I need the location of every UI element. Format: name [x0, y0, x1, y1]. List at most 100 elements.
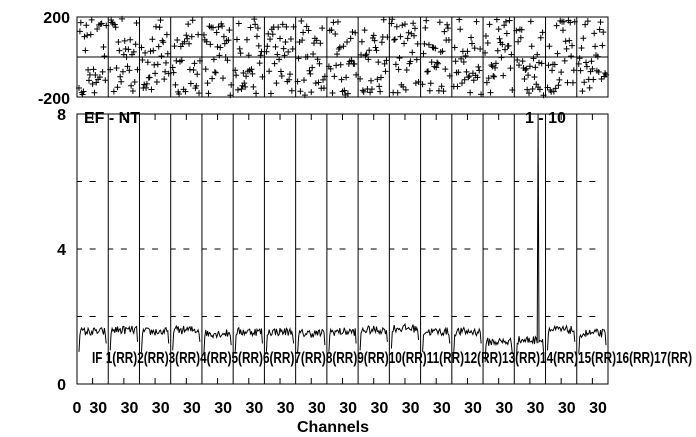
phase-point [467, 89, 474, 96]
phase-point [461, 76, 468, 83]
phase-point [496, 35, 503, 42]
amplitude-xtick-label: 30 [214, 400, 232, 417]
phase-point [186, 66, 193, 73]
phase-point [395, 66, 402, 73]
phase-point [210, 56, 217, 63]
phase-point [348, 57, 355, 64]
phase-point [210, 24, 217, 31]
phase-point [446, 72, 453, 79]
phase-point [368, 86, 375, 93]
phase-point [365, 56, 372, 63]
phase-point [126, 67, 133, 74]
phase-point [238, 85, 245, 92]
phase-point [444, 21, 451, 28]
phase-point [266, 68, 273, 75]
amplitude-xtick-label: 30 [370, 400, 388, 417]
phase-point [600, 29, 607, 36]
phase-point [232, 67, 239, 74]
phase-point [561, 57, 568, 64]
phase-point [80, 88, 87, 95]
phase-point [569, 79, 576, 86]
phase-point [378, 39, 385, 46]
phase-point [250, 83, 257, 90]
phase-point [319, 25, 326, 32]
phase-point [507, 65, 514, 72]
phase-point [190, 67, 197, 74]
amplitude-xtick-label: 30 [339, 400, 357, 417]
phase-point [338, 76, 345, 83]
phase-point [341, 87, 348, 94]
phase-point [272, 43, 279, 50]
phase-point [594, 53, 601, 60]
phase-point [368, 77, 375, 84]
phase-point [428, 59, 435, 66]
phase-point [321, 73, 328, 80]
phase-point [535, 59, 542, 66]
phase-point [224, 57, 231, 64]
phase-point [220, 33, 227, 40]
phase-point [143, 80, 150, 87]
phase-point [597, 19, 604, 26]
phase-point [119, 68, 126, 75]
phase-point [584, 18, 591, 25]
phase-point [509, 86, 516, 93]
phase-point [317, 40, 324, 47]
phase-point [328, 27, 335, 34]
phase-point [304, 53, 311, 60]
phase-point [343, 74, 350, 81]
phase-point [220, 75, 227, 82]
phase-point [99, 68, 106, 75]
phase-point [149, 36, 156, 43]
phase-point [404, 35, 411, 42]
phase-point [156, 24, 163, 31]
phase-point [256, 60, 263, 67]
amplitude-xtick-labels: 0 30 30 30 30 30 30 30 30 30 30 30 30 30 30 30 30 30 [73, 400, 607, 417]
phase-point [152, 23, 159, 30]
amplitude-title-left: EF - NT [84, 110, 140, 127]
phase-point [130, 48, 137, 55]
phase-point [280, 45, 287, 52]
phase-point [409, 49, 416, 56]
phase-point [329, 90, 336, 97]
phase-point [558, 69, 565, 76]
phase-point [227, 92, 234, 99]
phase-point [538, 60, 545, 67]
phase-point [207, 41, 214, 48]
phase-point [397, 33, 404, 40]
amplitude-ytick-label: 8 [57, 107, 66, 124]
phase-point [81, 33, 88, 40]
phase-point [528, 43, 535, 50]
phase-point [186, 40, 193, 47]
phase-point [540, 92, 547, 99]
phase-point [440, 88, 447, 95]
phase-point [212, 69, 219, 76]
phase-point [568, 53, 575, 60]
phase-point [330, 19, 337, 26]
phase-point [251, 16, 258, 23]
phase-point [492, 60, 499, 67]
phase-point [357, 75, 364, 82]
phase-point [589, 65, 596, 72]
phase-point [414, 40, 421, 47]
baseband-labels: IF 1(RR)2(RR)3(RR)4(RR)5(RR)6(RR)7(RR)8(… [92, 350, 692, 367]
phase-point [492, 64, 499, 71]
phase-point [544, 84, 551, 91]
amplitude-xtick-label: 30 [433, 400, 451, 417]
phase-point [193, 82, 200, 89]
phase-point [334, 51, 341, 58]
phase-point [392, 61, 399, 68]
phase-point [153, 78, 160, 85]
phase-point [118, 78, 125, 85]
phase-point [117, 73, 124, 80]
phase-point [485, 75, 492, 82]
phase-point [407, 58, 414, 65]
phase-point [482, 49, 489, 56]
phase-point [452, 58, 459, 65]
phase-point [375, 59, 382, 66]
phase-point [413, 56, 420, 63]
x-axis-label: Channels [297, 419, 369, 436]
phase-point [366, 47, 373, 54]
phase-point [468, 40, 475, 47]
phase-point [162, 68, 169, 75]
phase-point [420, 50, 427, 57]
